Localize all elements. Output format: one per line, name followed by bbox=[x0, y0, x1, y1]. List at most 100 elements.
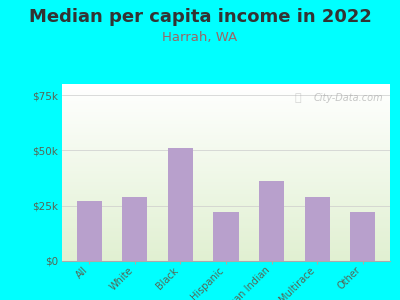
Bar bbox=[62, 182, 390, 183]
Bar bbox=[62, 256, 390, 257]
Bar bbox=[62, 163, 390, 164]
Bar bbox=[62, 204, 390, 205]
Bar bbox=[62, 260, 390, 261]
Bar bbox=[304, 197, 330, 261]
Bar bbox=[62, 155, 390, 156]
Bar bbox=[62, 211, 390, 212]
Bar bbox=[62, 97, 390, 98]
Bar bbox=[62, 161, 390, 162]
Bar bbox=[62, 198, 390, 199]
Bar bbox=[62, 87, 390, 88]
Bar bbox=[62, 148, 390, 149]
Bar bbox=[62, 136, 390, 137]
Bar bbox=[62, 92, 390, 93]
Bar bbox=[62, 156, 390, 157]
Bar bbox=[62, 192, 390, 193]
Bar bbox=[62, 174, 390, 175]
Bar bbox=[62, 140, 390, 141]
Bar bbox=[62, 180, 390, 181]
Bar bbox=[62, 147, 390, 148]
Bar bbox=[62, 108, 390, 109]
Bar bbox=[62, 157, 390, 158]
Bar bbox=[62, 175, 390, 176]
Bar bbox=[62, 99, 390, 100]
Bar bbox=[62, 231, 390, 232]
Bar bbox=[62, 232, 390, 233]
Bar bbox=[62, 107, 390, 108]
Bar bbox=[62, 238, 390, 239]
Bar bbox=[62, 228, 390, 229]
Bar bbox=[62, 258, 390, 259]
Bar bbox=[62, 164, 390, 165]
Bar bbox=[62, 102, 390, 103]
Bar bbox=[62, 222, 390, 223]
Bar bbox=[62, 126, 390, 127]
Bar bbox=[62, 254, 390, 255]
Bar bbox=[62, 96, 390, 97]
Bar bbox=[62, 194, 390, 195]
Bar bbox=[62, 252, 390, 253]
Bar bbox=[62, 138, 390, 139]
Bar bbox=[62, 131, 390, 132]
Bar bbox=[62, 90, 390, 91]
Bar bbox=[62, 205, 390, 206]
Bar bbox=[62, 243, 390, 244]
Bar bbox=[62, 132, 390, 133]
Bar bbox=[62, 185, 390, 186]
Bar bbox=[62, 106, 390, 107]
Bar bbox=[62, 245, 390, 246]
Bar bbox=[62, 218, 390, 219]
Bar bbox=[62, 183, 390, 184]
Bar bbox=[62, 244, 390, 245]
Bar bbox=[62, 233, 390, 234]
Bar bbox=[62, 213, 390, 214]
Bar bbox=[62, 134, 390, 135]
Bar bbox=[62, 184, 390, 185]
Bar bbox=[62, 160, 390, 161]
Bar bbox=[62, 166, 390, 167]
Bar bbox=[62, 173, 390, 174]
Bar bbox=[62, 137, 390, 138]
Bar bbox=[350, 212, 375, 261]
Bar bbox=[62, 216, 390, 217]
Bar bbox=[62, 95, 390, 96]
Bar bbox=[62, 253, 390, 254]
Bar bbox=[77, 201, 102, 261]
Bar bbox=[62, 217, 390, 218]
Bar bbox=[62, 202, 390, 203]
Bar bbox=[62, 195, 390, 196]
Text: City-Data.com: City-Data.com bbox=[314, 93, 384, 103]
Bar bbox=[62, 104, 390, 105]
Bar bbox=[62, 116, 390, 117]
Bar bbox=[62, 190, 390, 191]
Bar bbox=[62, 226, 390, 227]
Bar bbox=[62, 103, 390, 104]
Bar bbox=[62, 203, 390, 204]
Bar bbox=[62, 227, 390, 228]
Bar bbox=[62, 241, 390, 242]
Bar bbox=[62, 127, 390, 128]
Bar bbox=[62, 135, 390, 136]
Bar bbox=[62, 214, 390, 215]
Bar bbox=[62, 144, 390, 145]
Bar bbox=[62, 168, 390, 169]
Bar bbox=[62, 179, 390, 180]
Bar bbox=[62, 200, 390, 201]
Bar bbox=[62, 187, 390, 188]
Bar bbox=[62, 229, 390, 230]
Bar bbox=[62, 242, 390, 243]
Bar bbox=[62, 212, 390, 213]
Bar bbox=[62, 122, 390, 123]
Bar bbox=[62, 248, 390, 249]
Bar bbox=[62, 215, 390, 216]
Bar bbox=[62, 176, 390, 177]
Bar bbox=[62, 154, 390, 155]
Bar bbox=[62, 109, 390, 110]
Bar bbox=[62, 249, 390, 250]
Bar bbox=[62, 172, 390, 173]
Text: ⓘ: ⓘ bbox=[295, 93, 302, 103]
Bar bbox=[62, 191, 390, 192]
Bar bbox=[62, 123, 390, 124]
Bar bbox=[62, 149, 390, 150]
Bar bbox=[62, 105, 390, 106]
